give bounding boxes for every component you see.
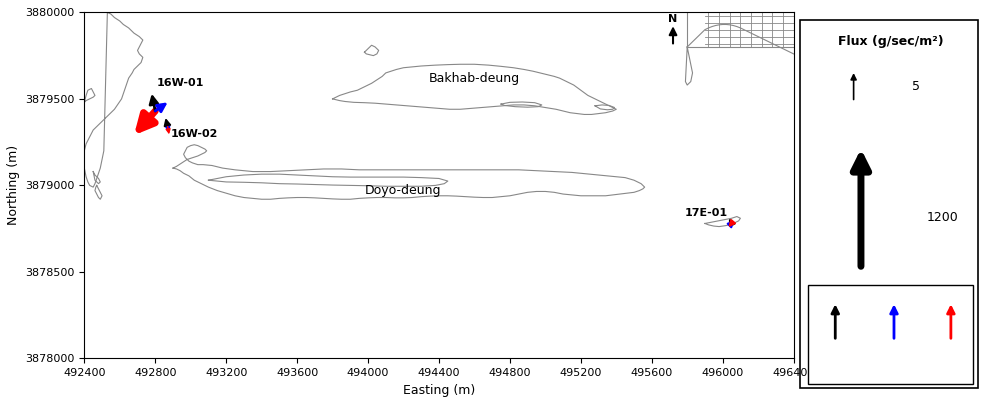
Text: Bakhab-deung: Bakhab-deung — [429, 72, 520, 84]
Text: Doyo-deung: Doyo-deung — [365, 184, 441, 197]
Text: Average: Average — [812, 362, 858, 372]
Text: 1200: 1200 — [927, 211, 959, 224]
Text: Flood: Flood — [879, 362, 909, 372]
Y-axis label: Northing (m): Northing (m) — [7, 145, 20, 225]
Text: 16W-01: 16W-01 — [157, 79, 204, 89]
Text: Ebb: Ebb — [940, 362, 961, 372]
Text: 17E-01: 17E-01 — [684, 208, 728, 218]
X-axis label: Easting (m): Easting (m) — [403, 384, 475, 397]
Text: N: N — [669, 14, 678, 24]
Bar — [807, 285, 973, 384]
Text: 16W-02: 16W-02 — [171, 129, 217, 139]
Text: 5: 5 — [913, 80, 921, 93]
Text: Flux (g/sec/m²): Flux (g/sec/m²) — [837, 35, 943, 48]
